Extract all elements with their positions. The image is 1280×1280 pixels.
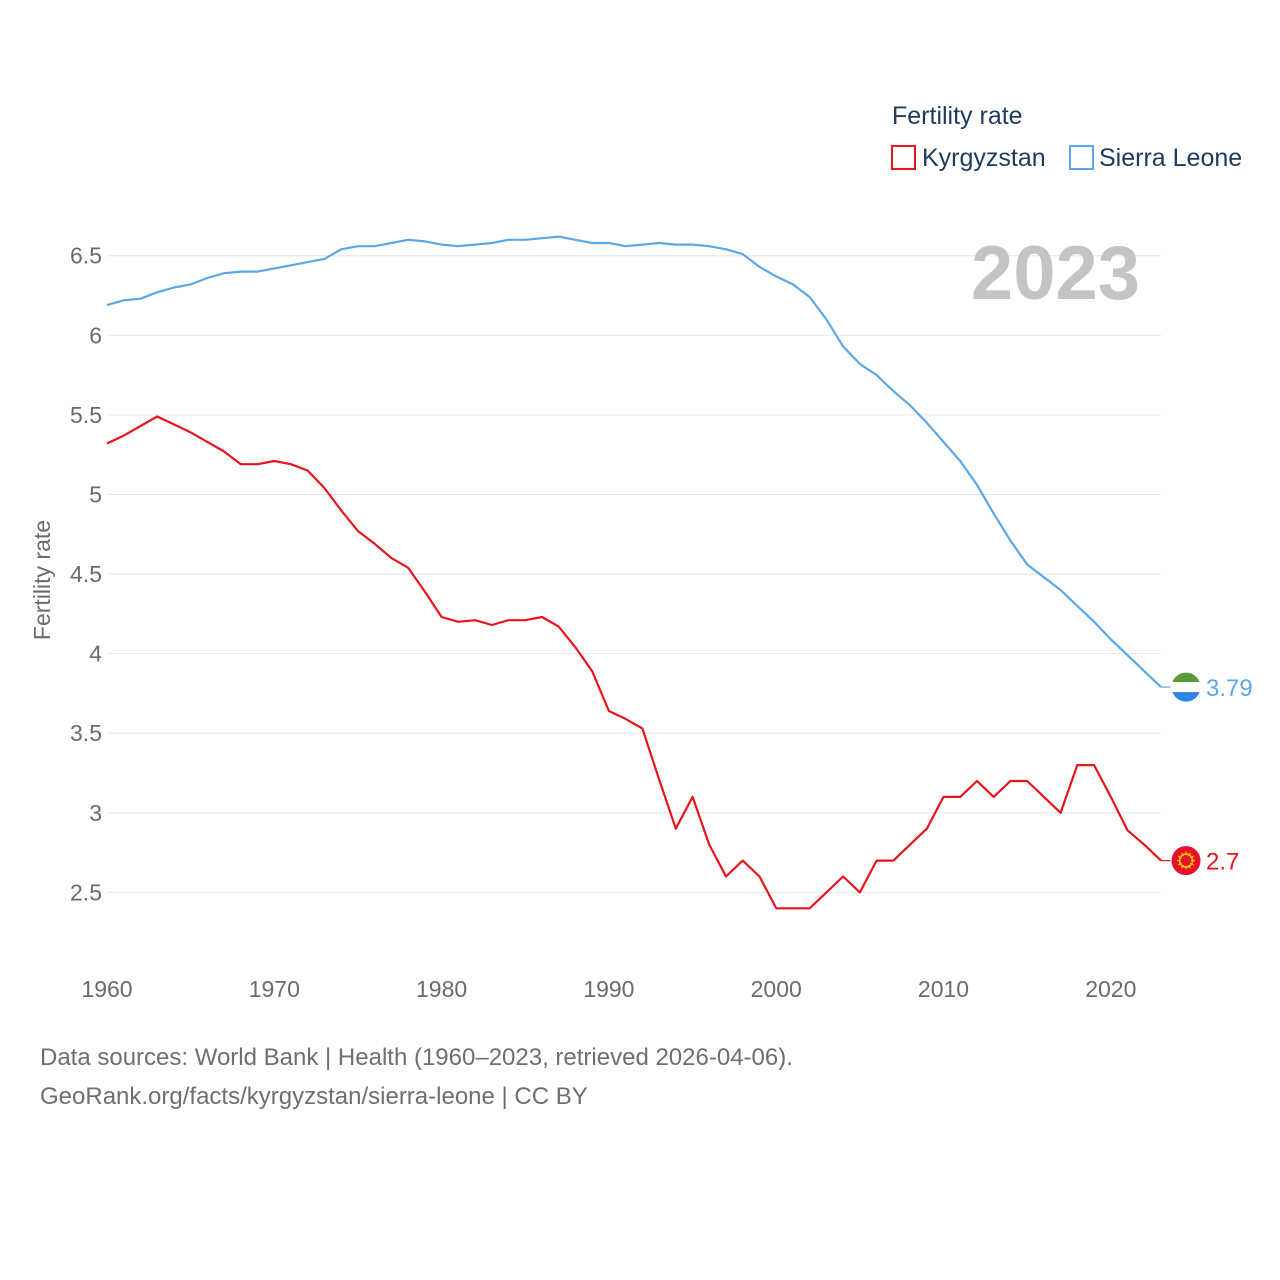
series-line-sierra-leone bbox=[106, 235, 1162, 688]
y-axis-ticks: 2.5 3 3.5 4 4.5 5 5.5 6 6.5 bbox=[70, 243, 102, 906]
y-tick-label: 6.5 bbox=[70, 243, 102, 269]
series-end-markers: 2.7 3.79 bbox=[1161, 671, 1253, 877]
legend-title: Fertility rate bbox=[892, 102, 1023, 130]
footer-sources: Data sources: World Bank | Health (1960–… bbox=[40, 1044, 793, 1071]
footer-attribution: GeoRank.org/facts/kyrgyzstan/sierra-leon… bbox=[40, 1083, 588, 1110]
y-tick-label: 3 bbox=[89, 800, 102, 826]
kyrgyzstan-flag-icon bbox=[1170, 845, 1202, 877]
x-tick-label: 2010 bbox=[918, 976, 969, 1002]
end-value-label-kyrgyzstan: 2.7 bbox=[1206, 849, 1239, 876]
y-tick-label: 6 bbox=[89, 322, 102, 348]
legend: Fertility rate Kyrgyzstan Sierra Leone bbox=[891, 102, 1242, 172]
x-tick-label: 2020 bbox=[1085, 976, 1136, 1002]
y-tick-label: 5 bbox=[89, 481, 102, 507]
series-lines bbox=[106, 235, 1162, 910]
y-tick-label: 4.5 bbox=[70, 561, 102, 587]
sierra-leone-flag-icon bbox=[1170, 671, 1202, 703]
legend-label-kyrgyzstan: Kyrgyzstan bbox=[922, 144, 1046, 172]
y-tick-label: 5.5 bbox=[70, 402, 102, 428]
x-tick-label: 1990 bbox=[583, 976, 634, 1002]
legend-item-sierra-leone[interactable]: Sierra Leone bbox=[1069, 144, 1242, 172]
y-tick-label: 4 bbox=[89, 641, 102, 667]
y-tick-label: 2.5 bbox=[70, 879, 102, 905]
current-year-label: 2023 bbox=[971, 231, 1140, 316]
legend-label-sierra-leone: Sierra Leone bbox=[1099, 144, 1242, 172]
legend-item-kyrgyzstan[interactable]: Kyrgyzstan bbox=[891, 144, 1046, 172]
y-tick-label: 3.5 bbox=[70, 720, 102, 746]
x-tick-label: 1960 bbox=[81, 976, 132, 1002]
x-tick-label: 2000 bbox=[751, 976, 802, 1002]
legend-swatch-kyrgyzstan bbox=[891, 145, 916, 170]
legend-swatch-sierra-leone bbox=[1069, 145, 1094, 170]
x-tick-label: 1970 bbox=[249, 976, 300, 1002]
series-line-kyrgyzstan bbox=[106, 415, 1162, 910]
end-value-label-sierra-leone: 3.79 bbox=[1206, 675, 1253, 702]
y-axis-label: Fertility rate bbox=[29, 520, 55, 640]
grid-lines bbox=[107, 255, 1161, 893]
x-axis-ticks: 1960 1970 1980 1990 2000 2010 2020 bbox=[81, 976, 1136, 1002]
x-tick-label: 1980 bbox=[416, 976, 467, 1002]
